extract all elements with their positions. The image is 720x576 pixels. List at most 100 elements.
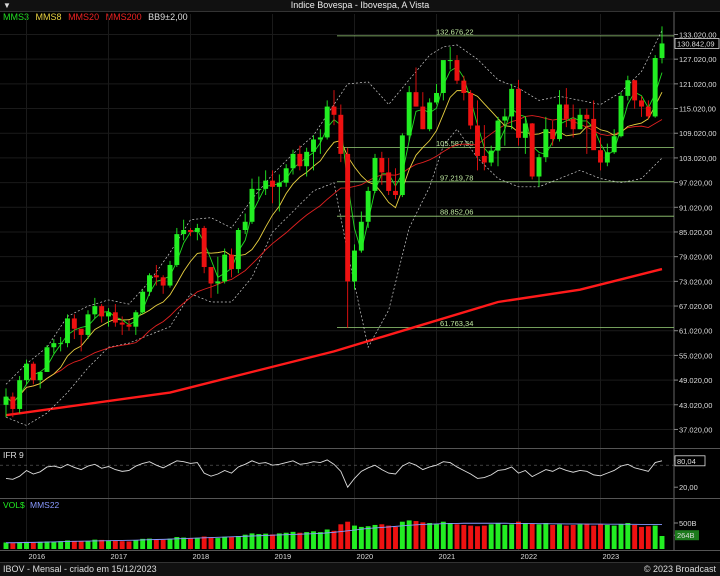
time-axis: 2016 2017 2018 2019 2020 2021 2022 2023 bbox=[0, 550, 720, 561]
volume-bar bbox=[208, 537, 214, 549]
gridlines bbox=[0, 14, 674, 550]
price-tick-label: 115.020,00 bbox=[679, 105, 716, 114]
candle-body bbox=[406, 92, 412, 136]
bollinger-bands bbox=[5, 30, 663, 426]
candle-body bbox=[598, 150, 603, 163]
volume-bar bbox=[235, 536, 241, 549]
year-label: 2017 bbox=[111, 552, 128, 561]
volume-bar bbox=[570, 524, 576, 549]
candle-body bbox=[379, 158, 385, 173]
candle-body bbox=[30, 363, 36, 381]
volume-bar bbox=[440, 521, 446, 549]
volume-last-box bbox=[675, 530, 699, 541]
volume-bar bbox=[365, 526, 371, 549]
volume-bar bbox=[317, 532, 323, 549]
status-bar: IBOV - Mensal - criado em 15/12/2023 © 2… bbox=[0, 562, 720, 576]
volume-bar bbox=[495, 523, 501, 549]
mms8-line bbox=[5, 90, 663, 404]
volume-bar bbox=[345, 521, 351, 549]
volume-bar bbox=[222, 536, 228, 549]
candle-body bbox=[181, 230, 187, 235]
ifr-last-label: 80,04 bbox=[677, 457, 696, 466]
candle-body bbox=[3, 396, 9, 405]
ifr-line bbox=[5, 459, 663, 489]
legend-mms8[interactable]: MMS8 bbox=[35, 12, 62, 22]
candle-body bbox=[440, 60, 446, 93]
price-axis: 133.020,00 127.020,00 121.020,00 115.020,00… bbox=[674, 30, 720, 434]
volume-bar bbox=[420, 522, 426, 549]
volume-bar bbox=[393, 526, 398, 549]
last-price-box bbox=[674, 38, 720, 49]
candle-body bbox=[427, 102, 433, 130]
volume-last-label: 264B bbox=[677, 531, 695, 540]
volume-bar bbox=[126, 541, 132, 549]
year-label: 2022 bbox=[521, 552, 538, 561]
candle-body bbox=[557, 104, 562, 140]
volume-bar bbox=[639, 526, 644, 549]
candle-body bbox=[563, 104, 569, 119]
candle-body bbox=[174, 234, 180, 265]
price-tick-label: 55.020,00 bbox=[679, 351, 712, 360]
volume-bar bbox=[37, 541, 43, 549]
volume-bar bbox=[263, 533, 269, 549]
candle-body bbox=[386, 172, 392, 191]
volume-bar bbox=[536, 524, 542, 549]
volume-bar bbox=[386, 525, 392, 549]
volume-bar bbox=[140, 538, 146, 549]
candle-body bbox=[317, 137, 323, 140]
candle-body bbox=[153, 275, 159, 278]
fib-label: 61.763,34 bbox=[440, 319, 473, 328]
candle-body bbox=[577, 114, 583, 130]
candle-body bbox=[201, 227, 207, 268]
candle-body bbox=[167, 264, 173, 286]
volume-bar bbox=[92, 539, 98, 549]
volume-bar bbox=[290, 531, 296, 549]
volume-bar bbox=[283, 532, 289, 549]
volume-bar bbox=[557, 524, 562, 549]
status-right: © 2023 Broadcast bbox=[643, 564, 716, 574]
volume-bar bbox=[167, 538, 173, 549]
candle-body bbox=[604, 152, 610, 163]
candle-body bbox=[495, 120, 501, 151]
legend-mms200[interactable]: MMS200 bbox=[105, 12, 142, 22]
volume-bar bbox=[106, 540, 111, 549]
candle-body bbox=[420, 106, 426, 130]
chart-canvas[interactable]: 132.676,22 105.587,50 97.219,78 88.852,06 61… bbox=[0, 0, 720, 562]
ifr-tick-label: 20,00 bbox=[679, 483, 698, 492]
volume-bar bbox=[516, 521, 521, 549]
volume-bar bbox=[30, 542, 36, 549]
candle-body bbox=[488, 150, 494, 163]
volume-bar bbox=[604, 524, 610, 549]
fib-label: 132.676,22 bbox=[436, 27, 474, 36]
volume-bar bbox=[44, 541, 50, 549]
volume-bar bbox=[618, 524, 624, 549]
legend-mms3[interactable]: MMS3 bbox=[3, 12, 30, 22]
volume-bar bbox=[51, 541, 57, 549]
year-label: 2016 bbox=[29, 552, 46, 561]
ifr-last-box bbox=[674, 455, 706, 467]
volume-bar bbox=[181, 537, 187, 549]
volume-axis: 500B 264B bbox=[674, 519, 699, 541]
volume-ma-label[interactable]: MMS22 bbox=[30, 500, 60, 510]
volume-bar bbox=[427, 523, 433, 549]
volume-bar bbox=[229, 537, 234, 549]
candle-body bbox=[263, 180, 269, 189]
candle-body bbox=[529, 123, 535, 177]
price-tick-label: 61.020,00 bbox=[679, 327, 712, 336]
volume-bar bbox=[434, 523, 439, 549]
legend-mms20[interactable]: MMS20 bbox=[68, 12, 100, 22]
ifr-panel-label[interactable]: IFR 9 bbox=[3, 450, 24, 460]
chevron-down-icon[interactable]: ▼ bbox=[3, 1, 11, 10]
volume-bar bbox=[304, 532, 310, 549]
volume-bar bbox=[71, 540, 77, 549]
candle-body bbox=[393, 190, 398, 196]
volume-bar bbox=[160, 539, 166, 549]
price-tick-label: 127.020,00 bbox=[679, 55, 717, 64]
legend-bb[interactable]: BB9±2,00 bbox=[148, 12, 188, 22]
candle-body bbox=[99, 306, 105, 317]
volume-bar bbox=[399, 521, 405, 549]
volume-bar bbox=[522, 523, 528, 549]
status-left: IBOV - Mensal - criado em 15/12/2023 bbox=[3, 564, 157, 574]
volume-panel-label[interactable]: VOL$ bbox=[3, 500, 25, 510]
candle-body bbox=[92, 306, 98, 315]
